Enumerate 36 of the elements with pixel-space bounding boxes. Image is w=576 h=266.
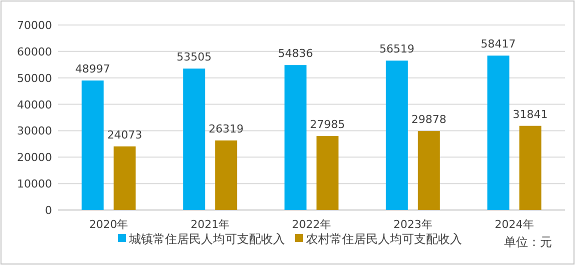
data-label: 58417	[480, 38, 516, 51]
bar	[418, 131, 440, 210]
x-tick-label: 2022年	[292, 218, 331, 231]
bar	[316, 136, 338, 210]
bar	[284, 65, 306, 210]
bar	[215, 140, 238, 210]
data-label: 31841	[512, 108, 548, 121]
y-tick-label: 10000	[17, 178, 52, 191]
data-label: 56519	[379, 42, 414, 56]
data-label: 48997	[75, 62, 110, 76]
data-label: 27985	[310, 118, 345, 132]
bar	[519, 126, 542, 210]
y-tick-label: 30000	[17, 124, 52, 138]
y-tick-label: 0	[45, 204, 52, 217]
y-tick-label: 20000	[17, 151, 52, 164]
y-tick-label: 40000	[17, 98, 52, 112]
text: 单位：元	[504, 235, 552, 249]
bar	[386, 60, 408, 210]
data-label: 53505	[176, 50, 212, 64]
data-label: 54836	[278, 47, 313, 60]
data-label: 24073	[107, 128, 142, 142]
x-tick-label: 2020年	[89, 218, 128, 231]
x-tick-label: 2021年	[190, 218, 230, 231]
y-tick-label: 50000	[17, 72, 52, 85]
y-tick-label: 70000	[17, 19, 52, 32]
data-label: 29878	[411, 113, 446, 126]
bar	[114, 146, 136, 210]
bar	[82, 80, 104, 210]
legend-label: 农村常住居民人均可支配收入	[306, 232, 462, 246]
x-tick-label: 2024年	[494, 218, 534, 231]
data-label: 26319	[208, 122, 244, 136]
bar	[487, 56, 510, 210]
x-tick-label: 2023年	[393, 218, 432, 231]
legend-label: 城镇常住居民人均可支配收入	[128, 232, 285, 246]
bar	[183, 68, 206, 210]
y-tick-label: 60000	[17, 45, 52, 58]
